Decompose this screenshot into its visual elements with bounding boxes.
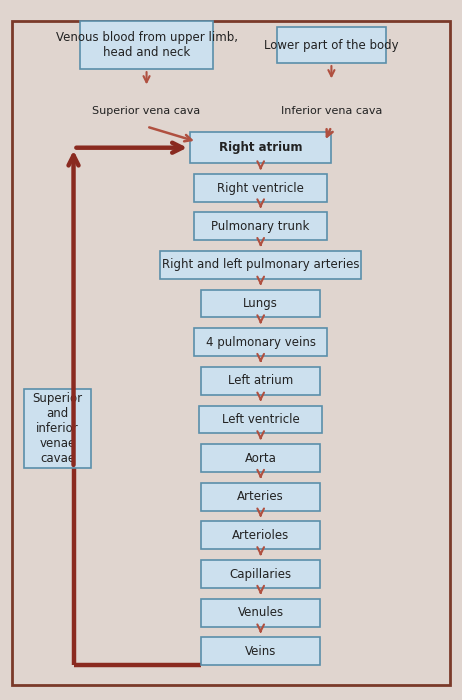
Text: Inferior vena cava: Inferior vena cava — [281, 106, 382, 116]
FancyBboxPatch shape — [199, 405, 322, 433]
FancyBboxPatch shape — [195, 328, 327, 356]
FancyBboxPatch shape — [160, 251, 361, 279]
Text: Left atrium: Left atrium — [228, 374, 293, 387]
Text: Capillaries: Capillaries — [230, 568, 292, 580]
Text: Superior vena cava: Superior vena cava — [92, 106, 201, 116]
FancyBboxPatch shape — [201, 560, 320, 588]
Text: Venules: Venules — [237, 606, 284, 620]
FancyBboxPatch shape — [201, 522, 320, 550]
FancyBboxPatch shape — [80, 21, 213, 69]
Text: Superior
and
inferior
venae
cavae: Superior and inferior venae cavae — [32, 392, 83, 465]
FancyBboxPatch shape — [24, 389, 91, 468]
Text: Lower part of the body: Lower part of the body — [264, 38, 399, 52]
FancyBboxPatch shape — [201, 638, 320, 665]
Text: Venous blood from upper limb,
head and neck: Venous blood from upper limb, head and n… — [55, 31, 237, 59]
FancyBboxPatch shape — [190, 132, 331, 163]
Text: Right ventricle: Right ventricle — [217, 182, 304, 195]
FancyBboxPatch shape — [201, 290, 320, 317]
Text: 4 pulmonary veins: 4 pulmonary veins — [206, 335, 316, 349]
Text: Right and left pulmonary arteries: Right and left pulmonary arteries — [162, 258, 359, 272]
Text: Pulmonary trunk: Pulmonary trunk — [212, 220, 310, 232]
FancyBboxPatch shape — [201, 444, 320, 472]
Text: Arterioles: Arterioles — [232, 529, 289, 542]
Text: Lungs: Lungs — [243, 297, 278, 310]
Text: Arteries: Arteries — [237, 490, 284, 503]
FancyBboxPatch shape — [277, 27, 386, 63]
Text: Veins: Veins — [245, 645, 276, 658]
FancyBboxPatch shape — [195, 174, 327, 202]
Text: Left ventricle: Left ventricle — [222, 413, 299, 426]
FancyBboxPatch shape — [201, 598, 320, 626]
Text: Right atrium: Right atrium — [219, 141, 303, 154]
FancyBboxPatch shape — [195, 212, 327, 240]
FancyBboxPatch shape — [201, 367, 320, 395]
Text: Aorta: Aorta — [245, 452, 277, 465]
FancyBboxPatch shape — [201, 483, 320, 510]
